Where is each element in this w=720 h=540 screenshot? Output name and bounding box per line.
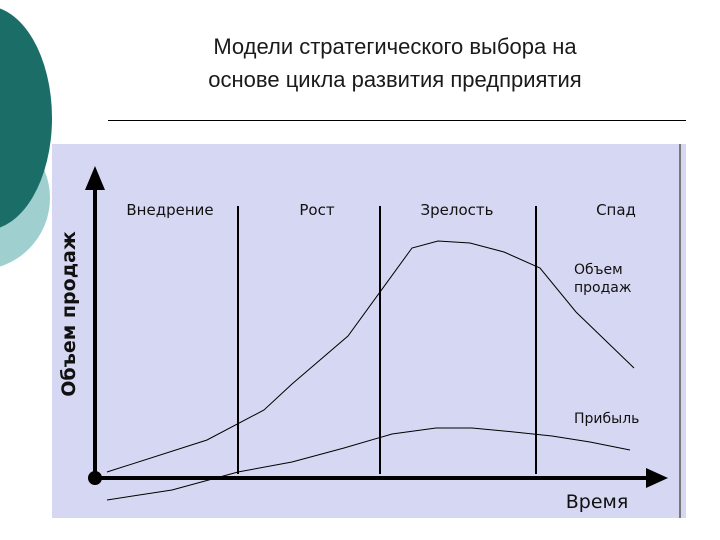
dark-teal-circle [0, 8, 52, 228]
stage-label-decline: Спад [596, 201, 636, 219]
stage-label-intro: Внедрение [126, 201, 213, 219]
decorative-circles [0, 8, 52, 267]
y-axis-arrow [85, 166, 105, 190]
axis-origin [88, 471, 102, 485]
sales-curve-label-line-1: Объем [574, 262, 623, 278]
profit-curve-label: Прибыль [574, 411, 639, 427]
slide-title: Модели стратегического выбора на основе … [110, 30, 680, 96]
sales-volume-curve [106, 240, 635, 473]
x-axis-label: Время [566, 491, 629, 513]
title-line-1: Модели стратегического выбора на [213, 34, 577, 59]
title-line-2: основе цикла развития предприятия [208, 67, 582, 92]
stage-label-maturity: Зрелость [421, 201, 494, 219]
y-axis-label: Объем продаж [58, 231, 80, 397]
sales-curve-label-line-2: продаж [574, 280, 632, 296]
title-divider [108, 120, 686, 121]
stage-label-growth: Рост [299, 201, 334, 219]
life-cycle-diagram: Внедрение Рост Зрелость Спад Объем прода… [52, 144, 686, 518]
profit-curve [106, 427, 631, 501]
x-axis-arrow [646, 468, 668, 488]
